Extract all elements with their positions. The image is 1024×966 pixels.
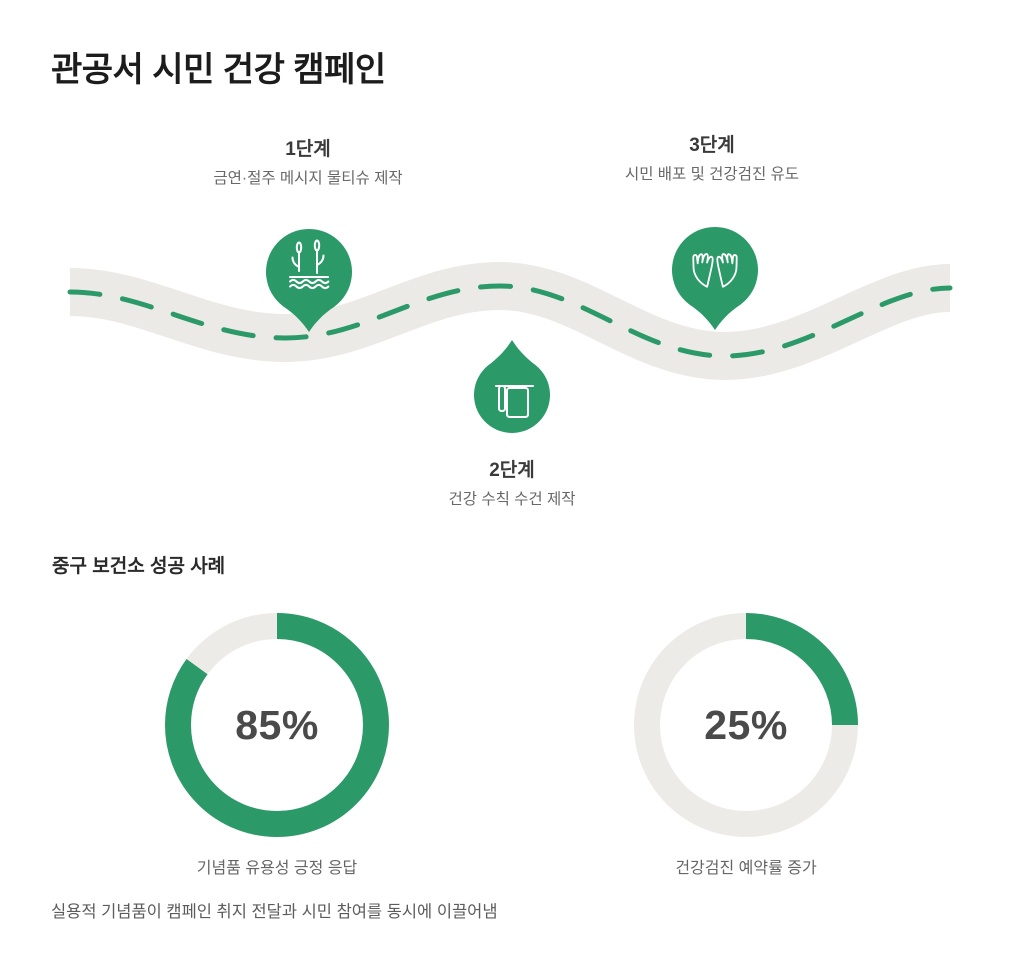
stage-1-step: 1단계 — [285, 139, 331, 160]
stage-1-pin — [266, 228, 352, 332]
towel-icon — [495, 385, 534, 418]
stage-2-drop — [474, 340, 550, 433]
donut-value-arc — [634, 613, 858, 837]
donut-chart-souvenir-svg — [165, 613, 389, 837]
donut-caption-checkup: 건강검진 예약률 증가 — [675, 860, 817, 877]
donut-chart-souvenir: 85% — [157, 605, 397, 845]
section-heading: 중구 보건소 성공 사례 — [52, 556, 226, 577]
stage-3-pin — [672, 226, 758, 330]
donut-percent-value: 85% — [235, 701, 319, 748]
donut-caption-souvenir: 기념품 유용성 긍정 응답 — [196, 860, 358, 877]
donut-chart-checkup: 25% — [626, 605, 866, 845]
roadmap-graphic — [67, 226, 953, 433]
donut-chart-checkup-svg — [634, 613, 858, 837]
footnote-text: 실용적 기념품이 캠페인 취지 전달과 시민 참여를 동시에 이끌어냄 — [51, 903, 498, 921]
stage-2-step: 2단계 — [489, 460, 535, 481]
stage-1-description: 금연·절주 메시지 물티슈 제작 — [213, 170, 403, 187]
stage-2-label: 2단계 건강 수칙 수건 제작 — [402, 455, 622, 511]
stage-1-label: 1단계 금연·절주 메시지 물티슈 제작 — [198, 134, 418, 190]
donut-percent-value: 25% — [704, 701, 788, 748]
donut-value-arc — [165, 613, 389, 837]
stage-3-label: 3단계 시민 배포 및 건강검진 유도 — [602, 130, 822, 186]
stage-3-step: 3단계 — [689, 135, 735, 156]
road-dashes — [67, 283, 953, 359]
page-title: 관공서 시민 건강 캠페인 — [51, 51, 386, 89]
stage-3-description: 시민 배포 및 건강검진 유도 — [624, 166, 800, 183]
stage-2-description: 건강 수칙 수건 제작 — [448, 491, 576, 508]
open-hands-icon — [692, 253, 738, 288]
reeds-water-icon — [289, 239, 330, 290]
